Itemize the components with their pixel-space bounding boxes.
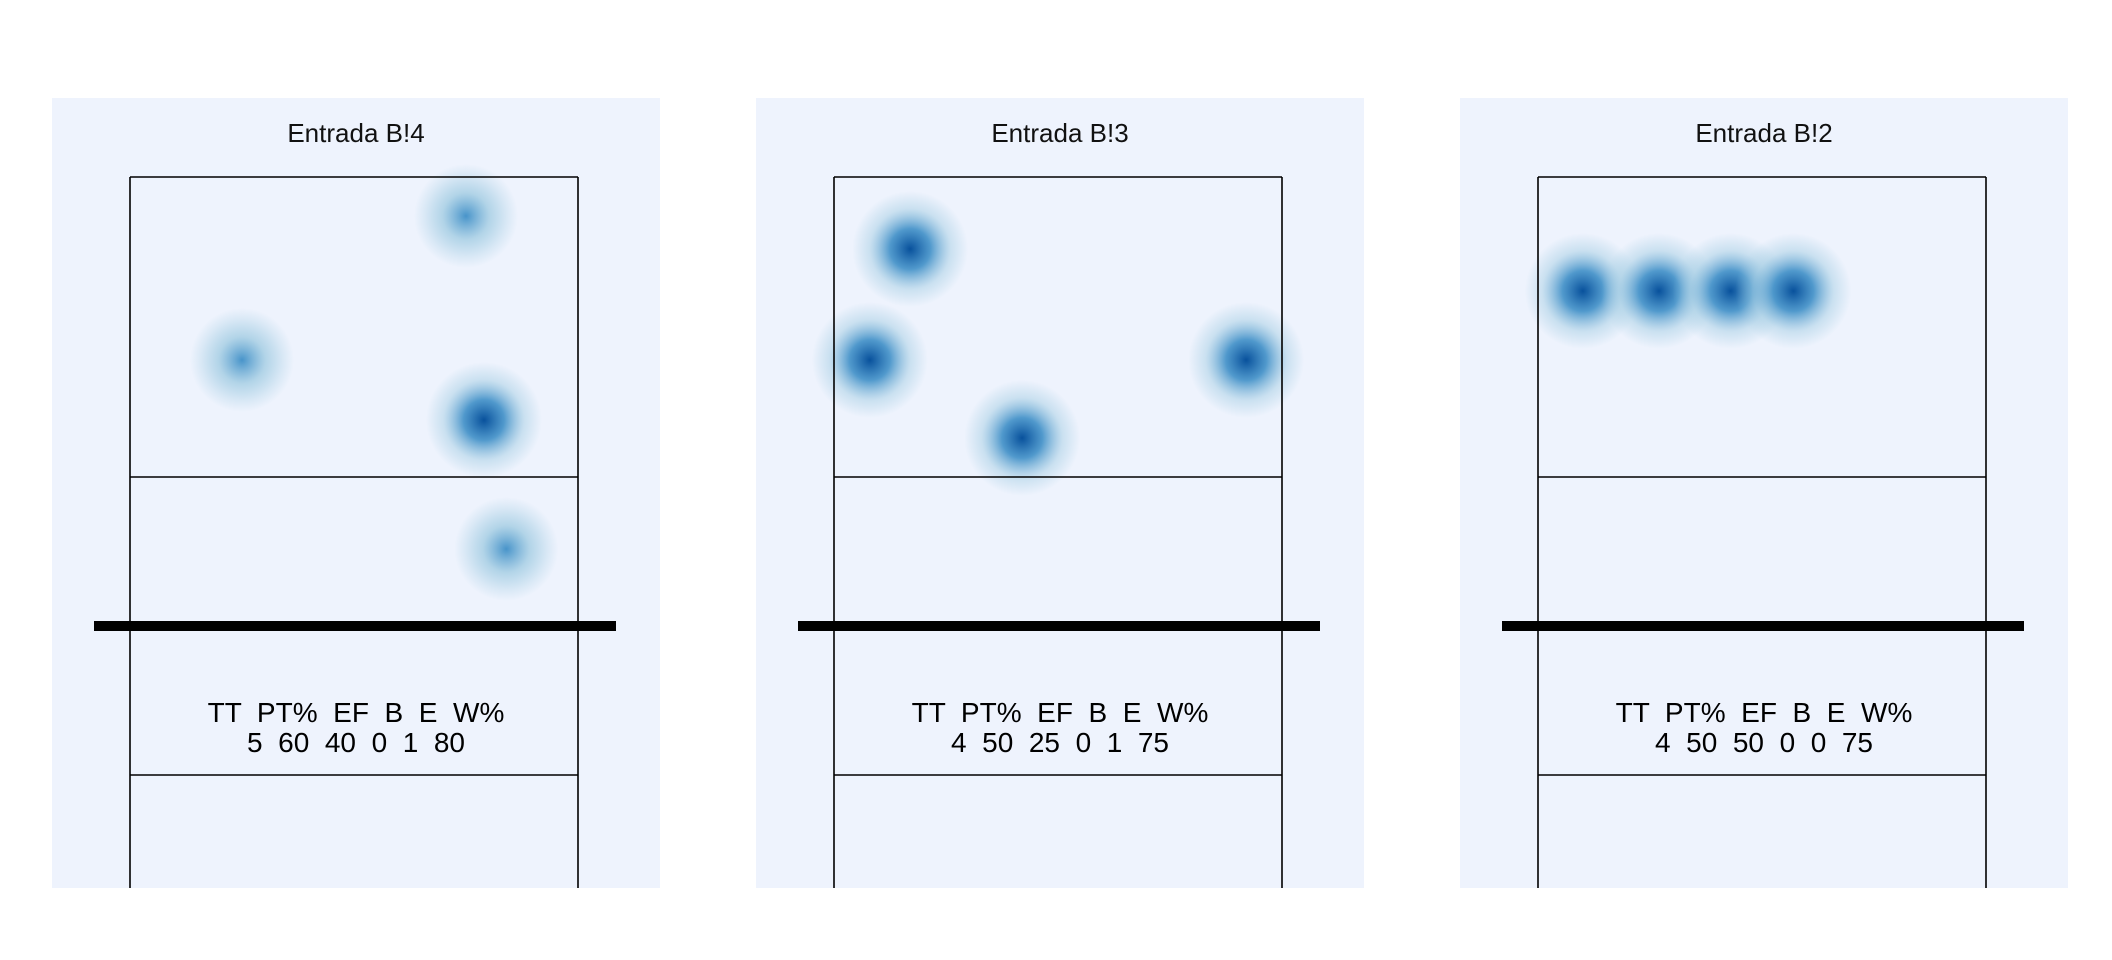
stat-label-b: B (1088, 697, 1108, 728)
chart-panel-2: Entrada B!3 TT PT% EF B E W% 4 50 25 0 1… (756, 98, 1364, 888)
stat-label-tt: TT (911, 697, 946, 728)
heat-point-0 (414, 164, 518, 268)
chart-title: Entrada B!4 (287, 118, 425, 148)
heat-point-3 (1735, 233, 1852, 349)
stat-label-ef: EF (333, 697, 369, 728)
court-lines (1537, 176, 1987, 888)
stats-header: TT PT% EF B E W% (1460, 698, 2068, 728)
heat-point-3 (964, 380, 1081, 496)
stat-label-b: B (384, 697, 404, 728)
heat-blobs (811, 191, 1305, 496)
stat-label-w: W% (1861, 697, 1913, 728)
stat-value-e: 1 (1106, 727, 1123, 758)
stat-label-w: W% (1157, 697, 1209, 728)
stat-value-w: 80 (433, 727, 465, 758)
stat-value-tt: 4 (950, 727, 967, 758)
stat-label-pt: PT% (960, 697, 1022, 728)
stat-label-pt: PT% (1664, 697, 1726, 728)
stat-label-w: W% (453, 697, 505, 728)
heat-point-1 (190, 308, 294, 412)
stat-value-w: 75 (1841, 727, 1873, 758)
stat-value-w: 75 (1137, 727, 1169, 758)
stats-block: TT PT% EF B E W% 5 60 40 0 1 80 (52, 698, 660, 758)
stat-label-b: B (1792, 697, 1812, 728)
stat-label-tt: TT (207, 697, 242, 728)
stats-block: TT PT% EF B E W% 4 50 50 0 0 75 (1460, 698, 2068, 758)
stats-values: 4 50 50 0 0 75 (1460, 728, 2068, 758)
stat-label-pt: PT% (256, 697, 318, 728)
court-plot (798, 176, 1320, 888)
stat-value-b: 0 (1075, 727, 1092, 758)
stat-value-ef: 25 (1028, 727, 1060, 758)
stats-block: TT PT% EF B E W% 4 50 25 0 1 75 (756, 698, 1364, 758)
chart-panel-3: Entrada B!2 TT PT% EF B E W% 4 50 50 0 0… (1460, 98, 2068, 888)
stat-label-tt: TT (1615, 697, 1650, 728)
stat-value-e: 1 (402, 727, 419, 758)
stat-value-e: 0 (1810, 727, 1827, 758)
stats-header: TT PT% EF B E W% (756, 698, 1364, 728)
stat-label-e: E (418, 697, 438, 728)
heat-blobs (1524, 233, 1852, 349)
stats-header: TT PT% EF B E W% (52, 698, 660, 728)
stat-label-ef: EF (1741, 697, 1777, 728)
stats-values: 5 60 40 0 1 80 (52, 728, 660, 758)
stat-value-pt: 60 (278, 727, 310, 758)
stat-label-e: E (1122, 697, 1142, 728)
chart-panel-1: Entrada B!4 TT PT% EF B E W% 5 60 40 0 1… (52, 98, 660, 888)
stat-label-e: E (1826, 697, 1846, 728)
stat-value-ef: 40 (324, 727, 356, 758)
chart-title: Entrada B!3 (991, 118, 1129, 148)
heat-point-3 (454, 497, 559, 601)
court-lines (129, 176, 579, 888)
heat-blobs (190, 164, 559, 601)
stat-value-pt: 50 (1686, 727, 1718, 758)
stat-value-b: 0 (371, 727, 388, 758)
stat-value-ef: 50 (1732, 727, 1764, 758)
stat-value-tt: 5 (246, 727, 263, 758)
court-lines (833, 176, 1283, 888)
heat-point-2 (425, 362, 542, 478)
stat-value-pt: 50 (982, 727, 1014, 758)
court-plot (1502, 176, 2024, 888)
stat-value-tt: 4 (1654, 727, 1671, 758)
chart-title: Entrada B!2 (1695, 118, 1833, 148)
stat-value-b: 0 (1779, 727, 1796, 758)
heat-point-0 (852, 191, 969, 307)
stats-values: 4 50 25 0 1 75 (756, 728, 1364, 758)
heat-point-1 (811, 302, 928, 418)
stat-label-ef: EF (1037, 697, 1073, 728)
heat-point-2 (1188, 302, 1305, 418)
court-plot (94, 164, 616, 888)
